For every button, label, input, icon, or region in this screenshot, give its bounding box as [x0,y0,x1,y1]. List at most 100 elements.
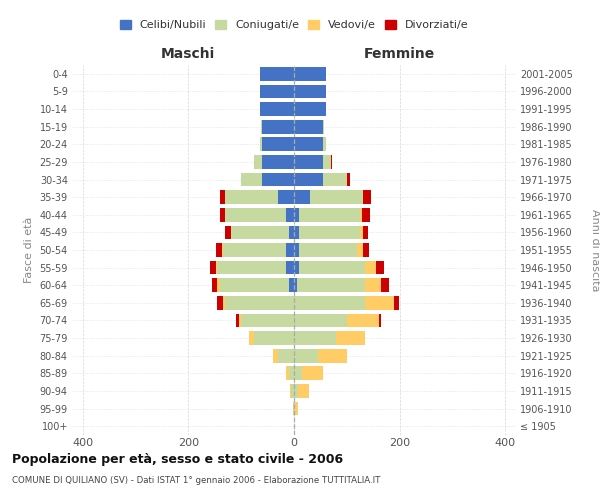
Bar [302,366,323,380]
Bar [323,138,326,151]
Bar [294,138,323,151]
Bar [293,402,294,415]
Bar [294,155,323,169]
Bar [294,84,326,98]
Bar [212,278,217,292]
Bar [310,190,363,204]
Bar [294,402,295,415]
Bar [260,84,294,98]
Bar [278,349,294,362]
Text: Maschi: Maschi [161,48,215,62]
Bar [360,226,363,239]
Bar [262,155,294,169]
Bar [294,314,347,328]
Bar [294,243,299,257]
Bar [260,138,262,151]
Bar [221,243,223,257]
Bar [217,278,220,292]
Y-axis label: Fasce di età: Fasce di età [24,217,34,283]
Bar [211,260,216,274]
Text: Popolazione per età, sesso e stato civile - 2006: Popolazione per età, sesso e stato civil… [12,452,343,466]
Bar [336,331,365,345]
Bar [294,67,326,80]
Bar [225,208,286,222]
Bar [254,331,294,345]
Bar [323,155,331,169]
Bar [363,243,369,257]
Bar [347,172,350,186]
Bar [379,314,381,328]
Bar [225,296,294,310]
Bar [347,314,379,328]
Bar [254,155,262,169]
Bar [230,226,289,239]
Bar [289,366,294,380]
Bar [394,296,398,310]
Bar [299,260,365,274]
Bar [299,226,360,239]
Bar [225,190,278,204]
Bar [296,278,365,292]
Bar [298,384,309,398]
Bar [217,243,221,257]
Bar [362,208,370,222]
Bar [223,243,286,257]
Bar [217,260,286,274]
Bar [278,190,294,204]
Text: Femmine: Femmine [364,48,436,62]
Bar [249,331,254,345]
Bar [220,208,225,222]
Bar [286,366,289,380]
Bar [294,120,323,134]
Bar [299,243,358,257]
Bar [217,296,223,310]
Bar [294,102,326,116]
Bar [294,296,365,310]
Bar [294,331,336,345]
Bar [292,384,294,398]
Bar [262,138,294,151]
Bar [220,278,289,292]
Bar [261,120,262,134]
Bar [262,172,294,186]
Bar [365,278,381,292]
Bar [294,260,299,274]
Bar [323,172,347,186]
Bar [294,349,318,362]
Bar [290,384,292,398]
Bar [294,366,302,380]
Text: COMUNE DI QUILIANO (SV) - Dati ISTAT 1° gennaio 2006 - Elaborazione TUTTITALIA.I: COMUNE DI QUILIANO (SV) - Dati ISTAT 1° … [12,476,380,485]
Bar [294,190,310,204]
Bar [216,260,217,274]
Bar [363,190,371,204]
Bar [241,172,262,186]
Bar [273,349,278,362]
Bar [323,120,324,134]
Bar [331,155,332,169]
Bar [294,172,323,186]
Bar [294,208,299,222]
Bar [363,226,368,239]
Bar [294,384,298,398]
Bar [376,260,384,274]
Bar [220,190,225,204]
Bar [241,314,294,328]
Bar [260,102,294,116]
Bar [294,278,296,292]
Bar [294,226,299,239]
Bar [260,67,294,80]
Bar [360,208,362,222]
Bar [223,296,225,310]
Bar [365,260,376,274]
Bar [289,278,294,292]
Bar [239,314,241,328]
Bar [262,120,294,134]
Bar [295,402,298,415]
Bar [358,243,363,257]
Bar [286,208,294,222]
Bar [286,243,294,257]
Bar [236,314,239,328]
Bar [365,296,394,310]
Bar [225,226,230,239]
Bar [286,260,294,274]
